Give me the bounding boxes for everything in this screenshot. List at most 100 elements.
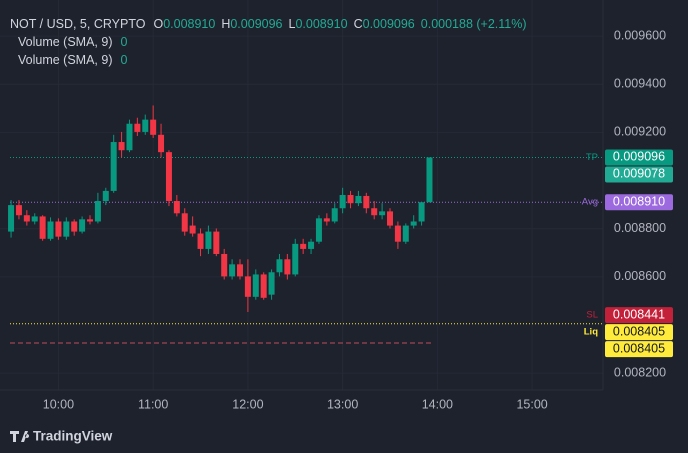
candle-body [260, 274, 267, 298]
candle-body [8, 205, 15, 232]
field-key: O [153, 17, 163, 31]
candle-body [118, 142, 125, 151]
candle-body [173, 201, 180, 214]
candle-body [331, 208, 338, 222]
candle-body [339, 195, 346, 209]
candle-body [189, 225, 196, 234]
candle-body [39, 216, 46, 239]
indicator-name: Volume (SMA, 9) [18, 35, 112, 49]
candle-body [284, 259, 291, 275]
candle-body [276, 259, 283, 273]
candle-body [229, 264, 236, 277]
candle-body [213, 231, 220, 254]
price-label: 0.009096 [613, 150, 665, 164]
price-label-box [605, 341, 673, 358]
price-label: 0.008405 [613, 341, 665, 355]
price-label: 0.008910 [613, 195, 665, 209]
candle-body [102, 190, 109, 202]
candle-body [410, 221, 417, 226]
candle-body [315, 218, 322, 242]
x-tick-label: 12:00 [232, 397, 263, 411]
candle-body [87, 219, 93, 222]
y-tick-label: 0.008200 [614, 365, 666, 379]
price-label-box [605, 166, 673, 183]
logo [10, 431, 30, 442]
x-tick-label: 14:00 [422, 397, 453, 411]
field-key: C [354, 17, 363, 31]
x-tick-label: 13:00 [327, 397, 358, 411]
candle-body [158, 134, 165, 153]
candle-body [379, 211, 386, 216]
candle-body [55, 221, 62, 237]
candle-body [308, 241, 315, 249]
x-tick-label: 15:00 [516, 397, 547, 411]
indicator-value: 0 [120, 53, 127, 67]
header-line: NOT / USD, 5, CRYPTO O0.008910 H0.009096 L0… [10, 17, 527, 31]
field-value: 0.008910 [163, 17, 215, 31]
candle-body [63, 221, 70, 237]
candle-body [94, 201, 101, 222]
candle-body [126, 123, 133, 151]
candle-body [71, 221, 78, 232]
indicator-name: Volume (SMA, 9) [18, 53, 112, 67]
y-tick-label: 0.009600 [614, 28, 666, 42]
level-name: Liq [584, 327, 598, 338]
y-tick-label: 0.008600 [614, 269, 666, 283]
candle-body [402, 225, 409, 242]
field-value: 0.009096 [363, 17, 415, 31]
candle-body [110, 142, 117, 191]
candle-body [197, 233, 204, 249]
candle-body [79, 219, 86, 232]
candle-body [252, 274, 259, 297]
field-key: L [289, 17, 296, 31]
price-label-box [605, 324, 673, 341]
candle-body [221, 253, 228, 277]
candle-body [165, 152, 172, 202]
change: 0.000188 (+2.11%) [421, 17, 527, 31]
candle-body [142, 119, 149, 132]
candle-body [394, 225, 401, 242]
candle-body [300, 243, 307, 249]
y-tick-label: 0.008800 [614, 221, 666, 235]
price-label: 0.008405 [613, 324, 665, 338]
candle-body [371, 208, 378, 216]
candle-body [150, 119, 157, 135]
candle-body [31, 216, 38, 222]
indicator: Volume (SMA, 9) 0 [18, 35, 127, 49]
candle-body [15, 205, 22, 216]
candle-body [426, 157, 433, 203]
candle-body [134, 123, 141, 132]
price-label-box [605, 149, 673, 166]
candle-body [181, 213, 188, 232]
candle-body [237, 264, 243, 277]
price-label: 0.008441 [613, 307, 665, 321]
x-tick-label: 10:00 [43, 397, 74, 411]
field-key: H [221, 17, 230, 31]
price-label-box [605, 194, 673, 211]
level-name: TP [586, 152, 598, 163]
candle-body [23, 215, 30, 222]
price-label: 0.009078 [613, 167, 665, 181]
level-name: SL [586, 310, 598, 321]
level-name: Avg [582, 197, 598, 208]
candle-body [355, 195, 362, 204]
field-value: 0.008910 [295, 17, 347, 31]
candle-body [268, 272, 275, 295]
symbol: NOT / USD, 5, CRYPTO [10, 17, 146, 31]
indicator: Volume (SMA, 9) 0 [18, 53, 127, 67]
x-tick-label: 11:00 [138, 397, 168, 411]
indicator-value: 0 [120, 35, 127, 49]
price-label-box [605, 307, 673, 324]
candle-body [387, 211, 393, 226]
field-value: 0.009096 [230, 17, 282, 31]
candle-body [323, 218, 330, 222]
candle-body [418, 202, 425, 222]
watermark: TradingView [33, 429, 113, 444]
candle-body [347, 195, 354, 204]
candle-body [205, 231, 212, 249]
candle-body [363, 195, 370, 209]
y-tick-label: 0.009400 [614, 77, 666, 91]
candle-body [292, 243, 299, 275]
